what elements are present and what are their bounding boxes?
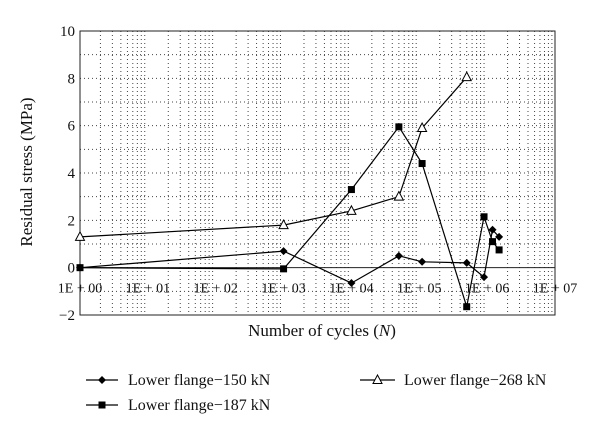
data-series <box>74 71 504 311</box>
grid-lines <box>80 30 555 316</box>
plot-border <box>79 30 556 316</box>
triangle-marker <box>393 190 405 201</box>
y-tick-label: 10 <box>60 24 75 40</box>
diamond-marker <box>347 279 356 288</box>
square-marker <box>395 123 403 131</box>
series-line <box>79 228 500 284</box>
square-marker <box>76 264 84 272</box>
diamond-marker <box>98 376 106 384</box>
legend-label: Lower flange−187 kN <box>128 397 271 414</box>
x-axis-title: Number of cycles (N) <box>248 321 396 340</box>
x-tick-label: 1E + 01 <box>126 282 170 297</box>
series-line <box>79 125 500 307</box>
square-marker <box>418 160 426 168</box>
diamond-marker <box>418 257 427 266</box>
x-tick-label: 1E + 04 <box>329 282 373 297</box>
series-line <box>79 76 468 238</box>
x-tick-label: 1E + 03 <box>261 282 305 297</box>
square-marker <box>463 303 471 311</box>
triangle-marker <box>278 218 289 230</box>
legend: Lower flange−150 kN Lower flange−187 kN Lo… <box>86 372 547 414</box>
x-tick-label: 1E + 02 <box>193 282 237 297</box>
triangle-marker <box>346 204 357 215</box>
legend-item: Lower flange−150 kN <box>86 372 271 389</box>
diamond-marker <box>488 225 497 234</box>
x-tick-label: 1E + 07 <box>533 282 577 297</box>
legend-item: Lower flange−187 kN <box>86 397 271 414</box>
square-marker <box>98 401 106 409</box>
diamond-marker <box>279 247 288 256</box>
diamond-marker <box>394 251 403 260</box>
y-axis-title: Residual stress (MPa) <box>17 97 36 246</box>
y-tick-label: −2 <box>59 308 75 324</box>
legend-label: Lower flange−150 kN <box>128 372 271 389</box>
square-marker <box>280 265 288 273</box>
x-tick-label: 1E + 06 <box>465 282 509 297</box>
x-tick-label: 1E + 05 <box>397 282 441 297</box>
y-tick-label: 4 <box>68 166 76 182</box>
y-tick-label: 0 <box>68 261 76 277</box>
series-triangle <box>74 71 473 241</box>
square-marker <box>489 238 497 246</box>
square-marker <box>347 186 355 194</box>
plot-frame <box>79 30 556 316</box>
legend-item: Lower flange−268 kN <box>360 372 547 389</box>
square-marker <box>480 213 488 221</box>
x-tick-label: 1E + 00 <box>58 282 102 297</box>
y-axis-label: Residual stress (MPa) <box>17 97 36 246</box>
series-square <box>76 123 503 311</box>
triangle-marker <box>74 230 86 241</box>
series-diamond <box>76 225 504 288</box>
y-tick-label: 6 <box>68 119 76 135</box>
triangle-marker <box>461 71 473 82</box>
y-tick-label: 2 <box>68 213 76 229</box>
tick-labels: 1E + 00 1E + 01 1E + 02 1E + 03 1E + 04 1E + … <box>58 24 577 324</box>
square-marker <box>495 246 503 254</box>
legend-label: Lower flange−268 kN <box>404 372 547 389</box>
diamond-marker <box>480 273 489 282</box>
triangle-marker <box>416 121 428 133</box>
diamond-marker <box>495 232 504 241</box>
y-tick-label: 8 <box>68 71 76 87</box>
triangle-marker <box>372 373 383 384</box>
diamond-marker <box>462 258 471 267</box>
